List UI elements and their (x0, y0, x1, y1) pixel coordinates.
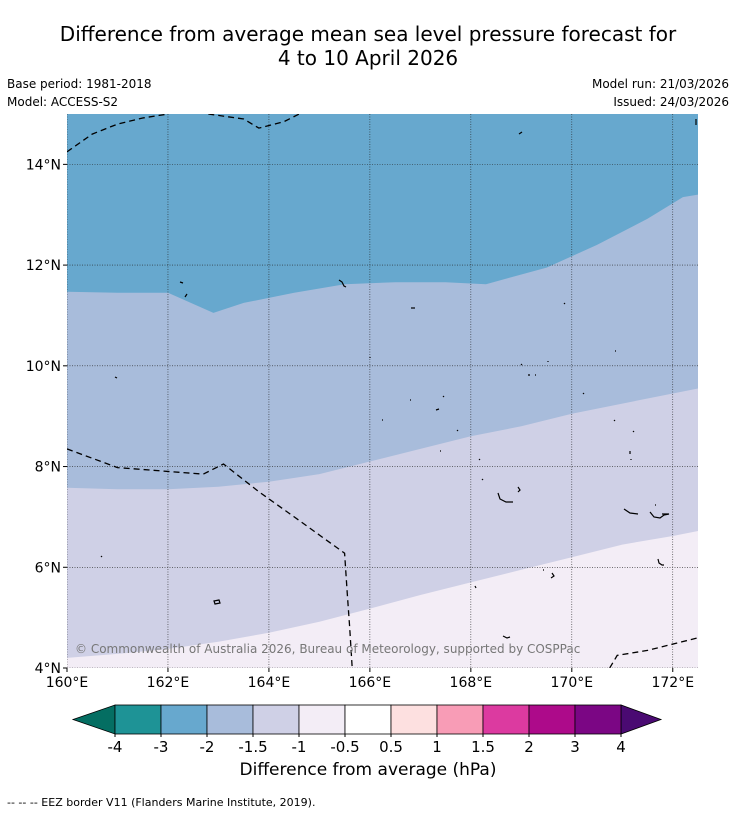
copyright-text: © Commonwealth of Australia 2026, Bureau… (75, 642, 580, 656)
lat-tick-label: 4°N (35, 661, 61, 677)
issued-label: Issued: 24/03/2026 (613, 95, 729, 109)
colorbar-tick-label: -3 (154, 738, 169, 756)
island (657, 558, 664, 566)
colorbar-label: Difference from average (hPa) (239, 760, 497, 780)
title-line-2: 4 to 10 April 2026 (277, 46, 459, 70)
meta-right: Model run: 21/03/2026 Issued: 24/03/2026 (592, 75, 729, 111)
colorbar-segment (574, 704, 622, 735)
lat-tick-label: 10°N (26, 359, 61, 375)
lon-tick-label: 170°E (551, 675, 594, 691)
lat-tick-label: 12°N (26, 258, 61, 274)
colorbar-segment (206, 704, 254, 735)
lon-tick-label: 160°E (46, 675, 89, 691)
colorbar-tick-label: 0.5 (379, 738, 403, 756)
eez-border (67, 114, 698, 668)
islands (100, 119, 697, 639)
island (497, 486, 521, 503)
colorbar-segment (482, 704, 530, 735)
island (100, 555, 103, 558)
eez-line (208, 114, 300, 129)
latitude-ticks: 14°N 12°N 10°N 8°N 6°N 4°N (26, 157, 67, 677)
lon-tick-label: 168°E (450, 675, 493, 691)
chart-title: Difference from average mean sea level p… (0, 22, 736, 70)
island (543, 569, 555, 579)
colorbar-segment (344, 704, 392, 735)
eez-line (609, 637, 698, 668)
island (474, 585, 477, 589)
meta-left: Base period: 1981-2018 Model: ACCESS-S2 (7, 75, 152, 111)
model-label: Model: ACCESS-S2 (7, 95, 119, 109)
island (440, 450, 632, 461)
island (410, 395, 445, 411)
graticule (67, 114, 698, 668)
anomaly-bands (67, 114, 698, 668)
island (502, 635, 511, 639)
island (382, 419, 635, 433)
island (582, 350, 616, 395)
colorbar-segment (114, 704, 162, 735)
colorbar-tick-label: -1.5 (238, 738, 267, 756)
model-run-label: Model run: 21/03/2026 (591, 77, 729, 91)
colorbar-tick-label: 2 (524, 738, 534, 756)
island (213, 599, 221, 605)
colorbar-segment (528, 704, 576, 735)
colorbar-segment (252, 704, 300, 735)
island (338, 279, 347, 288)
island (481, 478, 484, 481)
colorbar-tick-label: -4 (108, 738, 123, 756)
colorbar-tick-label: -2 (200, 738, 215, 756)
colorbar-tick-label: 3 (570, 738, 580, 756)
colorbar-tick-label: -1 (292, 738, 307, 756)
colorbar-segment (160, 704, 208, 735)
island (520, 361, 549, 376)
colorbar: -4 -3 -2 -1.5 -1 -0.5 0.5 1 1.5 2 3 4 (71, 704, 663, 756)
colorbar-tick-label: 4 (616, 738, 626, 756)
island (179, 281, 184, 284)
island (623, 508, 670, 519)
colorbar-segment (298, 704, 346, 735)
colorbar-segment (390, 704, 438, 735)
eez-line (67, 114, 169, 153)
island (518, 131, 523, 135)
lon-tick-label: 164°E (248, 675, 291, 691)
island (184, 293, 188, 298)
colorbar-right-arrow (620, 704, 663, 735)
title-line-1: Difference from average mean sea level p… (59, 22, 677, 46)
colorbar-left-arrow (71, 704, 116, 735)
lon-tick-label: 162°E (147, 675, 190, 691)
colorbar-tick-label: -0.5 (330, 738, 359, 756)
island (563, 302, 566, 305)
eez-footnote: -- -- -- EEZ border V11 (Flanders Marine… (7, 796, 316, 809)
base-period-label: Base period: 1981-2018 (7, 77, 152, 91)
lat-tick-label: 14°N (26, 157, 61, 173)
island (114, 376, 118, 379)
colorbar-segment (436, 704, 484, 735)
band-minus1-to-minus05 (67, 531, 698, 668)
colorbar-tick-label: 1 (432, 738, 442, 756)
lon-tick-label: 172°E (651, 675, 694, 691)
lat-tick-label: 8°N (35, 460, 61, 476)
lon-tick-label: 166°E (349, 675, 392, 691)
colorbar-tick-label: 1.5 (471, 738, 495, 756)
longitude-ticks: 160°E 162°E 164°E 166°E 168°E 170°E 172°E (46, 668, 694, 691)
lat-tick-label: 6°N (35, 560, 61, 576)
